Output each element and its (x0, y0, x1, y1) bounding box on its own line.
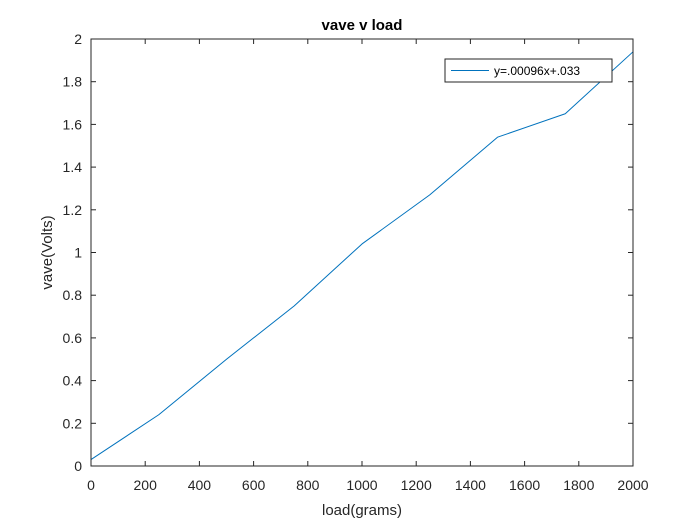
x-tick-label: 1200 (401, 477, 432, 493)
x-tick-label: 1400 (455, 477, 486, 493)
legend-label: y=.00096x+.033 (494, 64, 580, 78)
x-tick-label: 400 (188, 477, 212, 493)
plot-area (91, 39, 633, 466)
chart-title: vave v load (322, 17, 403, 34)
axes-box (90, 38, 634, 467)
series-line (90, 51, 634, 461)
legend: y=.00096x+.033 (444, 58, 613, 83)
legend-box (444, 58, 613, 83)
y-tick-label: 1.4 (63, 159, 83, 175)
x-axis-label: load(grams) (322, 502, 402, 519)
x-tick-label: 200 (134, 477, 158, 493)
series-layer (90, 51, 634, 461)
x-axis-ticks: 0 200 400 600 800 1000 1200 1400 1600 1800 2000 (87, 39, 649, 493)
y-tick-label: 1.6 (63, 116, 83, 132)
y-axis-ticks: 0 0.2 0.4 0.6 0.8 1 1.2 1.4 1.6 1.8 2 (63, 31, 633, 474)
y-tick-label: 1.8 (63, 74, 83, 90)
x-tick-label: 2000 (617, 477, 648, 493)
y-tick-label: 0.4 (63, 373, 83, 389)
x-tick-label: 1800 (563, 477, 594, 493)
y-tick-label: 1.2 (63, 202, 83, 218)
y-tick-label: 1 (74, 245, 82, 261)
x-tick-label: 800 (296, 477, 320, 493)
x-tick-label: 600 (242, 477, 266, 493)
x-tick-label: 1000 (346, 477, 377, 493)
y-tick-label: 0.2 (63, 415, 83, 431)
x-tick-label: 1600 (509, 477, 540, 493)
x-tick-label: 0 (87, 477, 95, 493)
y-tick-label: 0.6 (63, 330, 83, 346)
y-axis-label: vave(Volts) (39, 215, 56, 289)
y-tick-label: 0 (74, 458, 82, 474)
y-tick-label: 0.8 (63, 287, 83, 303)
y-tick-label: 2 (74, 31, 82, 47)
